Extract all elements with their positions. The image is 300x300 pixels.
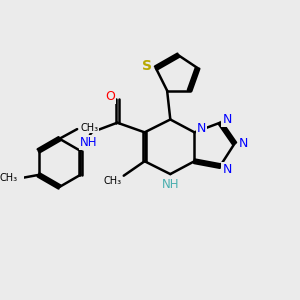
Text: CH₃: CH₃ — [0, 173, 18, 183]
Text: N: N — [223, 113, 232, 126]
Text: S: S — [142, 59, 152, 74]
Text: N: N — [197, 122, 206, 135]
Text: N: N — [223, 163, 232, 176]
Text: O: O — [105, 91, 115, 103]
Text: CH₃: CH₃ — [80, 122, 98, 133]
Text: CH₃: CH₃ — [103, 176, 122, 185]
Text: N: N — [239, 137, 248, 150]
Text: NH: NH — [80, 136, 97, 149]
Text: NH: NH — [162, 178, 179, 191]
